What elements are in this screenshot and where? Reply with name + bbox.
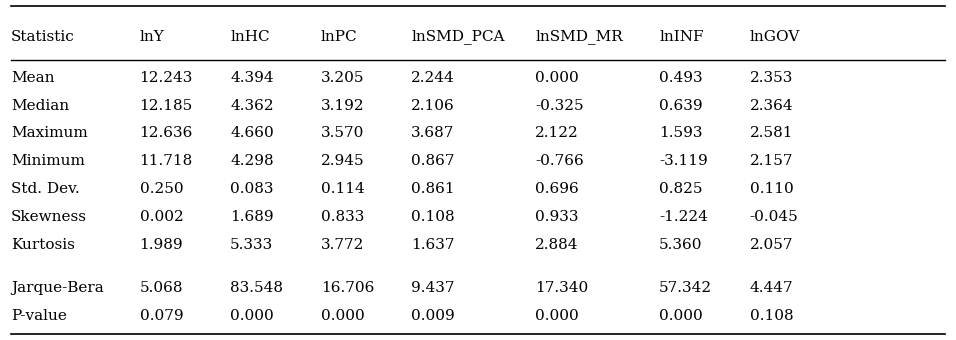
Text: 4.447: 4.447 [750, 281, 793, 295]
Text: 2.157: 2.157 [750, 154, 793, 168]
Text: Median: Median [11, 99, 69, 113]
Text: 2.884: 2.884 [535, 238, 578, 252]
Text: lnSMD_PCA: lnSMD_PCA [411, 29, 505, 44]
Text: lnPC: lnPC [320, 30, 358, 44]
Text: Skewness: Skewness [11, 210, 87, 224]
Text: 0.000: 0.000 [535, 71, 579, 85]
Text: 0.114: 0.114 [320, 182, 364, 196]
Text: 12.243: 12.243 [140, 71, 193, 85]
Text: 2.057: 2.057 [750, 238, 793, 252]
Text: 4.394: 4.394 [230, 71, 273, 85]
Text: 4.660: 4.660 [230, 126, 274, 140]
Text: 0.110: 0.110 [750, 182, 793, 196]
Text: -3.119: -3.119 [659, 154, 707, 168]
Text: 1.637: 1.637 [411, 238, 455, 252]
Text: 5.333: 5.333 [230, 238, 273, 252]
Text: 0.108: 0.108 [750, 309, 793, 323]
Text: 3.570: 3.570 [320, 126, 364, 140]
Text: 3.687: 3.687 [411, 126, 455, 140]
Text: 0.108: 0.108 [411, 210, 455, 224]
Text: 0.000: 0.000 [230, 309, 274, 323]
Text: 0.833: 0.833 [320, 210, 364, 224]
Text: 2.353: 2.353 [750, 71, 793, 85]
Text: 3.205: 3.205 [320, 71, 364, 85]
Text: 0.000: 0.000 [535, 309, 579, 323]
Text: -0.766: -0.766 [535, 154, 584, 168]
Text: 0.696: 0.696 [535, 182, 579, 196]
Text: Mean: Mean [11, 71, 54, 85]
Text: 2.364: 2.364 [750, 99, 793, 113]
Text: -0.325: -0.325 [535, 99, 584, 113]
Text: 0.002: 0.002 [140, 210, 184, 224]
Text: Minimum: Minimum [11, 154, 85, 168]
Text: 0.867: 0.867 [411, 154, 455, 168]
Text: 3.192: 3.192 [320, 99, 364, 113]
Text: 83.548: 83.548 [230, 281, 283, 295]
Text: 2.581: 2.581 [750, 126, 793, 140]
Text: 1.989: 1.989 [140, 238, 184, 252]
Text: Jarque-Bera: Jarque-Bera [11, 281, 103, 295]
Text: 0.009: 0.009 [411, 309, 455, 323]
Text: Statistic: Statistic [11, 30, 75, 44]
Text: 12.636: 12.636 [140, 126, 193, 140]
Text: 0.825: 0.825 [659, 182, 703, 196]
Text: lnINF: lnINF [659, 30, 704, 44]
Text: Kurtosis: Kurtosis [11, 238, 75, 252]
Text: 9.437: 9.437 [411, 281, 455, 295]
Text: P-value: P-value [11, 309, 67, 323]
Text: 1.593: 1.593 [659, 126, 703, 140]
Text: lnHC: lnHC [230, 30, 270, 44]
Text: 4.362: 4.362 [230, 99, 273, 113]
Text: 5.360: 5.360 [659, 238, 703, 252]
Text: Std. Dev.: Std. Dev. [11, 182, 79, 196]
Text: 2.244: 2.244 [411, 71, 455, 85]
Text: 3.772: 3.772 [320, 238, 364, 252]
Text: 2.945: 2.945 [320, 154, 364, 168]
Text: 2.106: 2.106 [411, 99, 455, 113]
Text: 0.000: 0.000 [659, 309, 703, 323]
Text: 0.079: 0.079 [140, 309, 184, 323]
Text: 1.689: 1.689 [230, 210, 273, 224]
Text: 0.861: 0.861 [411, 182, 455, 196]
Text: lnSMD_MR: lnSMD_MR [535, 29, 623, 44]
Text: 17.340: 17.340 [535, 281, 589, 295]
Text: Maximum: Maximum [11, 126, 88, 140]
Text: lnGOV: lnGOV [750, 30, 800, 44]
Text: 57.342: 57.342 [659, 281, 712, 295]
Text: 0.639: 0.639 [659, 99, 703, 113]
Text: 5.068: 5.068 [140, 281, 184, 295]
Text: 12.185: 12.185 [140, 99, 193, 113]
Text: 0.933: 0.933 [535, 210, 578, 224]
Text: lnY: lnY [140, 30, 164, 44]
Text: 0.493: 0.493 [659, 71, 703, 85]
Text: 0.250: 0.250 [140, 182, 184, 196]
Text: 11.718: 11.718 [140, 154, 193, 168]
Text: 0.000: 0.000 [320, 309, 364, 323]
Text: 16.706: 16.706 [320, 281, 374, 295]
Text: -0.045: -0.045 [750, 210, 798, 224]
Text: -1.224: -1.224 [659, 210, 708, 224]
Text: 0.083: 0.083 [230, 182, 273, 196]
Text: 2.122: 2.122 [535, 126, 579, 140]
Text: 4.298: 4.298 [230, 154, 273, 168]
